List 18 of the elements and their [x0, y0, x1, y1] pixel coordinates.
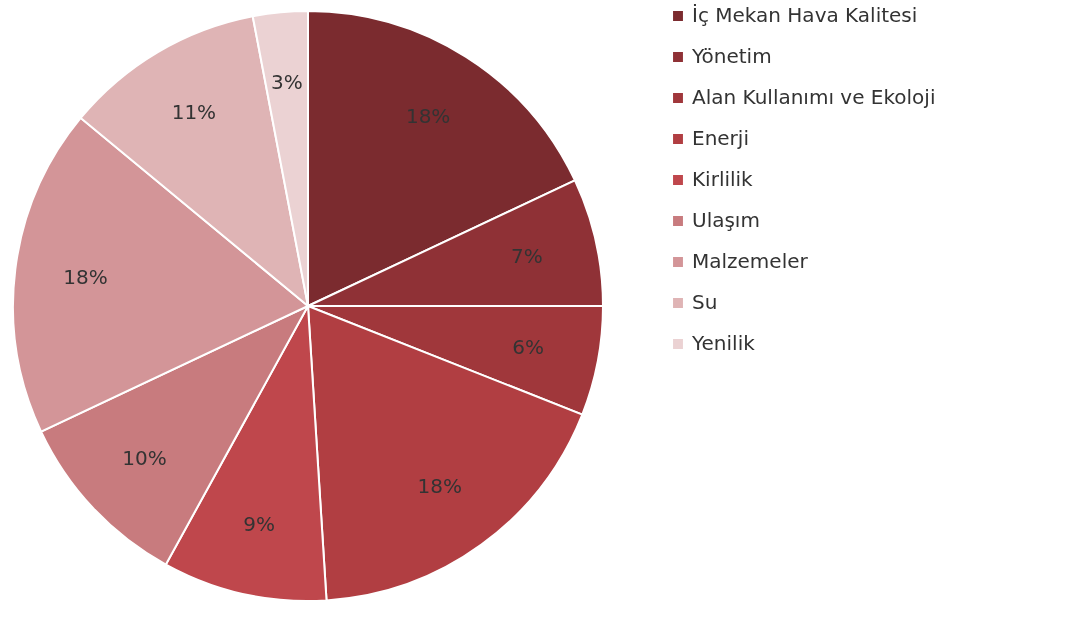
data-label: 18%	[417, 474, 463, 499]
data-label: 9%	[243, 511, 275, 536]
legend-label: Yenilik	[691, 331, 756, 355]
legend-label: Malzemeler	[692, 249, 809, 273]
data-label: 18%	[63, 264, 108, 289]
data-label: 11%	[171, 100, 217, 125]
data-label: 3%	[271, 69, 303, 94]
data-label: 10%	[122, 446, 167, 471]
legend-label: Ulaşım	[692, 208, 760, 232]
data-label: 7%	[510, 244, 543, 269]
legend-label: Alan Kullanımı ve Ekoloji	[692, 85, 936, 109]
legend-label: Yönetim	[691, 44, 772, 68]
data-label: 18%	[405, 103, 451, 128]
legend-label: Kirlilik	[692, 167, 754, 191]
data-label: 6%	[512, 335, 545, 360]
legend-label: Su	[692, 290, 718, 314]
legend-label: Enerji	[692, 126, 749, 150]
legend-label: İç Mekan Hava Kalitesi	[692, 3, 918, 27]
